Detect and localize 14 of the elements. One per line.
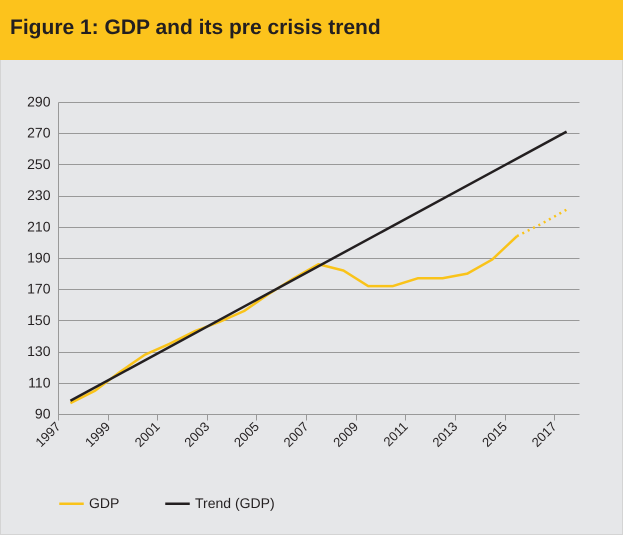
y-tick-label: 130 xyxy=(27,343,51,360)
chart-title: Figure 1: GDP and its pre crisis trend xyxy=(0,0,623,60)
y-tick-label: 150 xyxy=(27,312,51,328)
y-tick-label: 290 xyxy=(27,94,51,110)
y-tick-label: 90 xyxy=(34,406,51,422)
legend-label: GDP xyxy=(89,494,120,511)
y-tick-label: 110 xyxy=(28,374,51,390)
legend-label: Trend (GDP) xyxy=(195,494,275,511)
y-tick-label: 270 xyxy=(27,124,51,141)
y-tick-label: 210 xyxy=(27,218,51,234)
y-tick-label: 190 xyxy=(27,250,51,266)
y-tick-label: 170 xyxy=(27,280,51,297)
y-tick-label: 250 xyxy=(27,156,51,172)
y-tick-label: 230 xyxy=(27,187,51,204)
